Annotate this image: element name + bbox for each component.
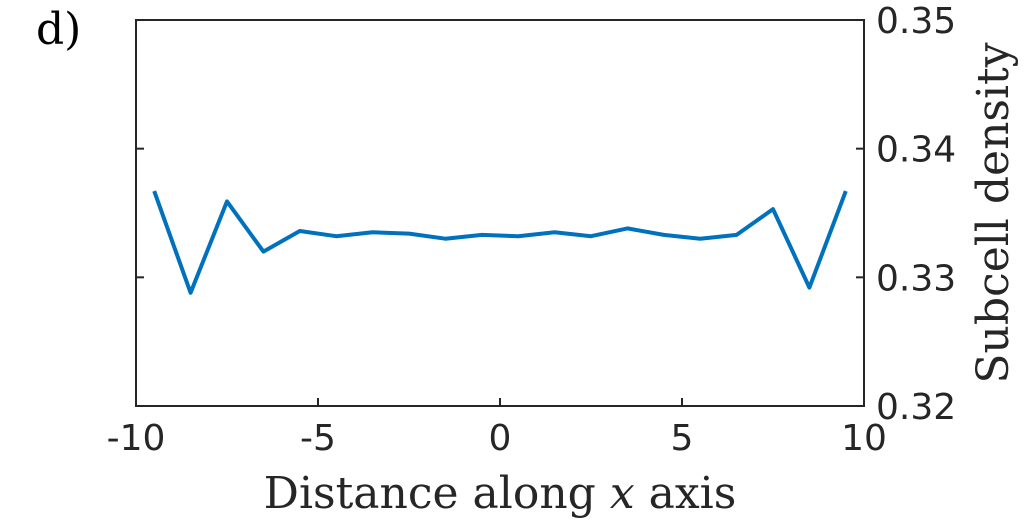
series-line xyxy=(152,190,848,295)
y-tick-label: 0.33 xyxy=(876,258,956,299)
x-axis: -10 -5 0 5 10 xyxy=(107,398,887,459)
x-tick-label: -5 xyxy=(300,418,336,459)
series-layer xyxy=(152,190,848,295)
x-axis-label-variable: x xyxy=(610,468,635,519)
y-axis: 0.32 0.33 0.34 0.35 xyxy=(136,1,956,428)
y-tick-label: 0.34 xyxy=(876,130,956,171)
plot-area-frame xyxy=(135,19,865,407)
x-tick-label: 10 xyxy=(841,418,887,459)
y-tick-label: 0.35 xyxy=(876,1,956,42)
x-tick-label: -10 xyxy=(107,418,166,459)
x-axis-label-part: Distance along xyxy=(264,468,610,519)
panel-label: d) xyxy=(36,4,81,55)
y-axis-label: Subcell density xyxy=(968,42,1019,383)
x-tick-label: 5 xyxy=(671,418,694,459)
y-tick-label: 0.32 xyxy=(876,387,956,428)
x-axis-label-part: axis xyxy=(635,468,737,519)
x-tick-label: 0 xyxy=(489,418,512,459)
x-axis-label: Distance along x axis xyxy=(264,468,737,519)
